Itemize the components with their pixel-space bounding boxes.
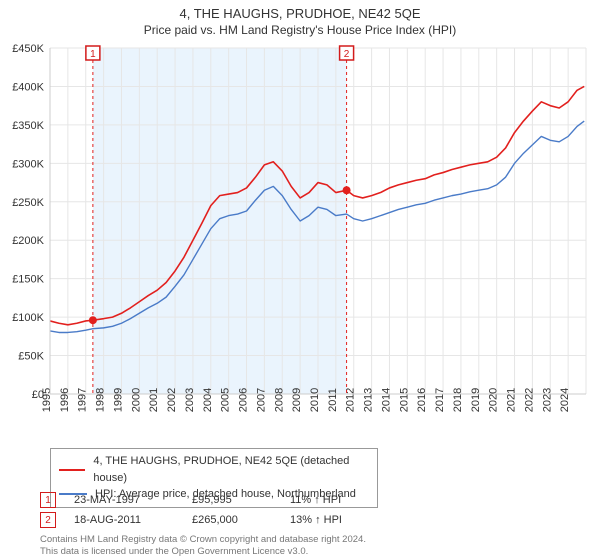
svg-text:2011: 2011	[327, 388, 339, 412]
sale-delta-1: 11% ↑ HPI	[290, 494, 370, 506]
footer-line-2: This data is licensed under the Open Gov…	[40, 546, 366, 558]
legend-label-subject: 4, THE HAUGHS, PRUDHOE, NE42 5QE (detach…	[93, 453, 369, 486]
svg-text:2022: 2022	[523, 388, 535, 412]
svg-text:2001: 2001	[148, 388, 160, 412]
sale-row-1: 1 23-MAY-1997 £95,995 11% ↑ HPI	[40, 490, 370, 510]
svg-text:£450K: £450K	[12, 43, 44, 55]
svg-text:2005: 2005	[220, 388, 232, 412]
svg-text:£200K: £200K	[12, 235, 44, 247]
svg-text:2002: 2002	[166, 388, 178, 412]
svg-text:2007: 2007	[255, 388, 267, 412]
sale-date-1: 23-MAY-1997	[74, 494, 174, 506]
svg-text:1996: 1996	[59, 388, 71, 412]
svg-text:2010: 2010	[309, 388, 321, 412]
svg-text:£150K: £150K	[12, 274, 44, 286]
legend-item-subject: 4, THE HAUGHS, PRUDHOE, NE42 5QE (detach…	[59, 453, 369, 486]
svg-text:2003: 2003	[184, 388, 196, 412]
svg-text:£50K: £50K	[18, 351, 44, 363]
svg-text:1997: 1997	[77, 388, 89, 412]
svg-text:2023: 2023	[541, 388, 553, 412]
legend-swatch-subject	[59, 469, 85, 471]
svg-text:2013: 2013	[363, 388, 375, 412]
svg-text:1999: 1999	[112, 388, 124, 412]
svg-text:2006: 2006	[238, 388, 250, 412]
svg-text:2015: 2015	[398, 388, 410, 412]
svg-text:2021: 2021	[506, 388, 518, 412]
svg-text:2000: 2000	[130, 388, 142, 412]
svg-text:£400K: £400K	[12, 81, 44, 93]
svg-text:2024: 2024	[559, 388, 571, 412]
sale-row-2: 2 18-AUG-2011 £265,000 13% ↑ HPI	[40, 510, 370, 530]
sale-badge-2: 2	[40, 512, 56, 528]
page-subtitle: Price paid vs. HM Land Registry's House …	[0, 21, 600, 41]
sale-delta-2: 13% ↑ HPI	[290, 514, 370, 526]
svg-text:1: 1	[90, 49, 96, 60]
svg-text:£300K: £300K	[12, 158, 44, 170]
svg-text:2009: 2009	[291, 388, 303, 412]
sale-badge-1: 1	[40, 492, 56, 508]
svg-text:2016: 2016	[416, 388, 428, 412]
svg-text:£100K: £100K	[12, 312, 44, 324]
svg-text:2014: 2014	[380, 388, 392, 412]
svg-text:2: 2	[344, 49, 350, 60]
sale-date-2: 18-AUG-2011	[74, 514, 174, 526]
chart-area: £0£50K£100K£150K£200K£250K£300K£350K£400…	[0, 42, 600, 442]
footer-attribution: Contains HM Land Registry data © Crown c…	[40, 534, 366, 558]
footer-line-1: Contains HM Land Registry data © Crown c…	[40, 534, 366, 546]
svg-text:2008: 2008	[273, 388, 285, 412]
page-title: 4, THE HAUGHS, PRUDHOE, NE42 5QE	[0, 0, 600, 21]
svg-text:1998: 1998	[95, 388, 107, 412]
svg-text:2019: 2019	[470, 388, 482, 412]
svg-text:2017: 2017	[434, 388, 446, 412]
svg-text:2018: 2018	[452, 388, 464, 412]
svg-text:2020: 2020	[488, 388, 500, 412]
svg-text:£250K: £250K	[12, 197, 44, 209]
svg-text:2004: 2004	[202, 388, 214, 412]
sales-table: 1 23-MAY-1997 £95,995 11% ↑ HPI 2 18-AUG…	[40, 490, 370, 530]
sale-price-2: £265,000	[192, 514, 272, 526]
svg-text:£350K: £350K	[12, 120, 44, 132]
svg-text:1995: 1995	[41, 388, 53, 412]
sale-price-1: £95,995	[192, 494, 272, 506]
